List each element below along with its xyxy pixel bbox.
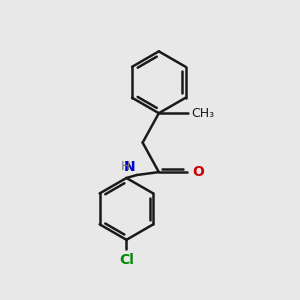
Text: Cl: Cl: [119, 253, 134, 267]
Text: H: H: [121, 160, 130, 173]
Text: CH₃: CH₃: [191, 107, 214, 120]
Text: N: N: [124, 160, 135, 174]
Text: O: O: [192, 165, 204, 179]
